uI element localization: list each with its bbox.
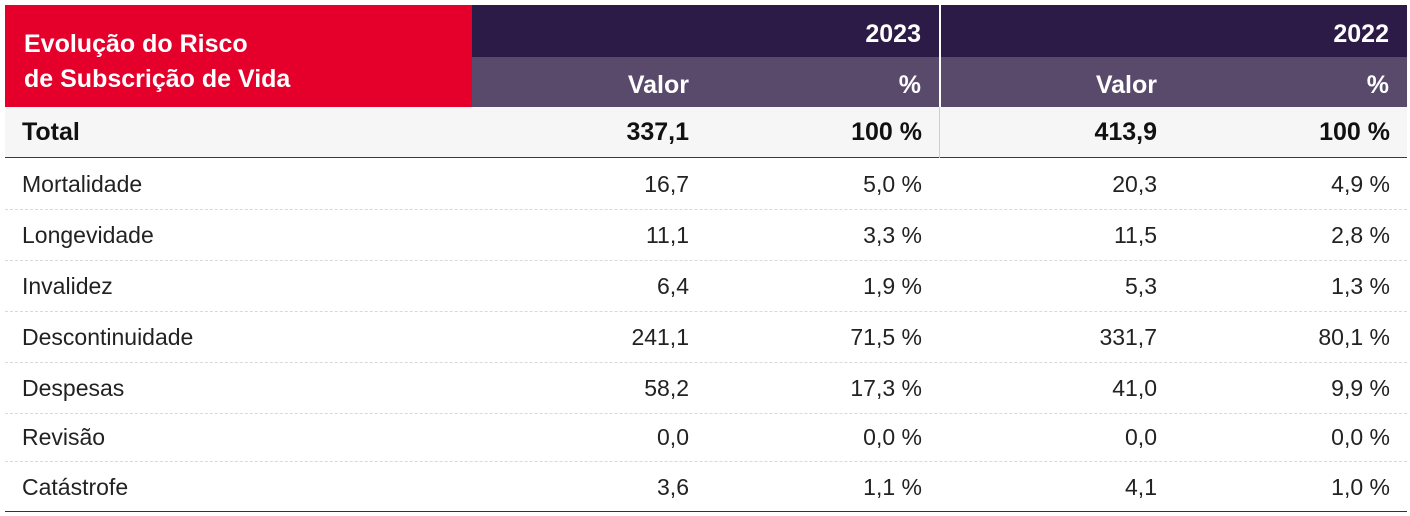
- row-percent-2023: 0,0 %: [863, 424, 922, 450]
- row-percent-2022: 4,9 %: [1331, 170, 1390, 197]
- total-label: Total: [22, 117, 80, 146]
- row-percent-2023: 3,3 %: [863, 221, 922, 248]
- row-label: Descontinuidade: [22, 323, 194, 350]
- row-percent-2022: 1,0 %: [1331, 473, 1390, 500]
- row-valor-2023: 16,7: [644, 170, 689, 197]
- row-label: Invalidez: [22, 272, 113, 299]
- row-valor-2022: 20,3: [1112, 170, 1157, 197]
- table-row: Descontinuidade 241,1 71,5 % 331,7 80,1 …: [5, 312, 1407, 363]
- row-valor-2023: 3,6: [657, 473, 689, 500]
- row-label: Mortalidade: [22, 170, 143, 197]
- row-valor-2023: 11,1: [645, 221, 689, 248]
- subheader-percent-2023: %: [707, 57, 939, 107]
- subheader-percent-2022: %: [1175, 57, 1407, 107]
- row-percent-2023: 1,1 %: [863, 473, 922, 500]
- row-percent-2022: 1,3 %: [1331, 272, 1390, 299]
- table-row: Longevidade 11,1 3,3 % 11,5 2,8 %: [5, 210, 1407, 261]
- row-valor-2022: 4,1: [1125, 473, 1157, 500]
- row-label: Despesas: [22, 374, 125, 401]
- row-label: Longevidade: [22, 221, 154, 248]
- row-percent-2023: 71,5 %: [850, 323, 922, 350]
- total-percent-2023: 100 %: [851, 117, 922, 146]
- table-row: Despesas 58,2 17,3 % 41,0 9,9 %: [5, 363, 1407, 414]
- subheader-valor-2023: Valor: [472, 57, 707, 107]
- header-column-divider: [939, 5, 941, 107]
- row-percent-2022: 9,9 %: [1331, 374, 1390, 401]
- table-row: Revisão 0,0 0,0 % 0,0 0,0 %: [5, 414, 1407, 462]
- row-percent-2022: 80,1 %: [1318, 323, 1390, 350]
- row-label: Revisão: [22, 424, 106, 450]
- row-percent-2022: 2,8 %: [1331, 221, 1390, 248]
- total-percent-2022: 100 %: [1319, 117, 1390, 146]
- total-row: Total 337,1 100 % 413,9 100 %: [5, 107, 1407, 158]
- total-valor-2022: 413,9: [1094, 117, 1157, 146]
- row-percent-2023: 5,0 %: [863, 170, 922, 197]
- table-title: Evolução do Risco de Subscrição de Vida: [5, 5, 472, 107]
- row-valor-2022: 5,3: [1125, 272, 1157, 299]
- row-valor-2022: 0,0: [1125, 424, 1157, 450]
- total-valor-2023: 337,1: [626, 117, 689, 146]
- row-valor-2022: 11,5: [1113, 221, 1157, 248]
- row-valor-2022: 331,7: [1099, 323, 1157, 350]
- row-valor-2022: 41,0: [1112, 374, 1157, 401]
- row-percent-2023: 1,9 %: [863, 272, 922, 299]
- row-percent-2022: 0,0 %: [1331, 424, 1390, 450]
- table-row: Catástrofe 3,6 1,1 % 4,1 1,0 %: [5, 463, 1407, 512]
- table-row: Invalidez 6,4 1,9 % 5,3 1,3 %: [5, 261, 1407, 312]
- year-header-2023: 2023: [472, 5, 939, 57]
- total-column-divider: [939, 107, 940, 158]
- year-header-2022: 2022: [941, 5, 1407, 57]
- row-valor-2023: 0,0: [657, 424, 689, 450]
- row-valor-2023: 241,1: [631, 323, 689, 350]
- subheader-valor-2022: Valor: [941, 57, 1175, 107]
- row-valor-2023: 58,2: [644, 374, 689, 401]
- row-label: Catástrofe: [22, 473, 129, 500]
- row-percent-2023: 17,3 %: [850, 374, 922, 401]
- row-valor-2023: 6,4: [657, 272, 689, 299]
- title-line-1: Evolução do Risco: [24, 30, 248, 58]
- table-row: Mortalidade 16,7 5,0 % 20,3 4,9 %: [5, 159, 1407, 210]
- title-line-2: de Subscrição de Vida: [24, 65, 291, 93]
